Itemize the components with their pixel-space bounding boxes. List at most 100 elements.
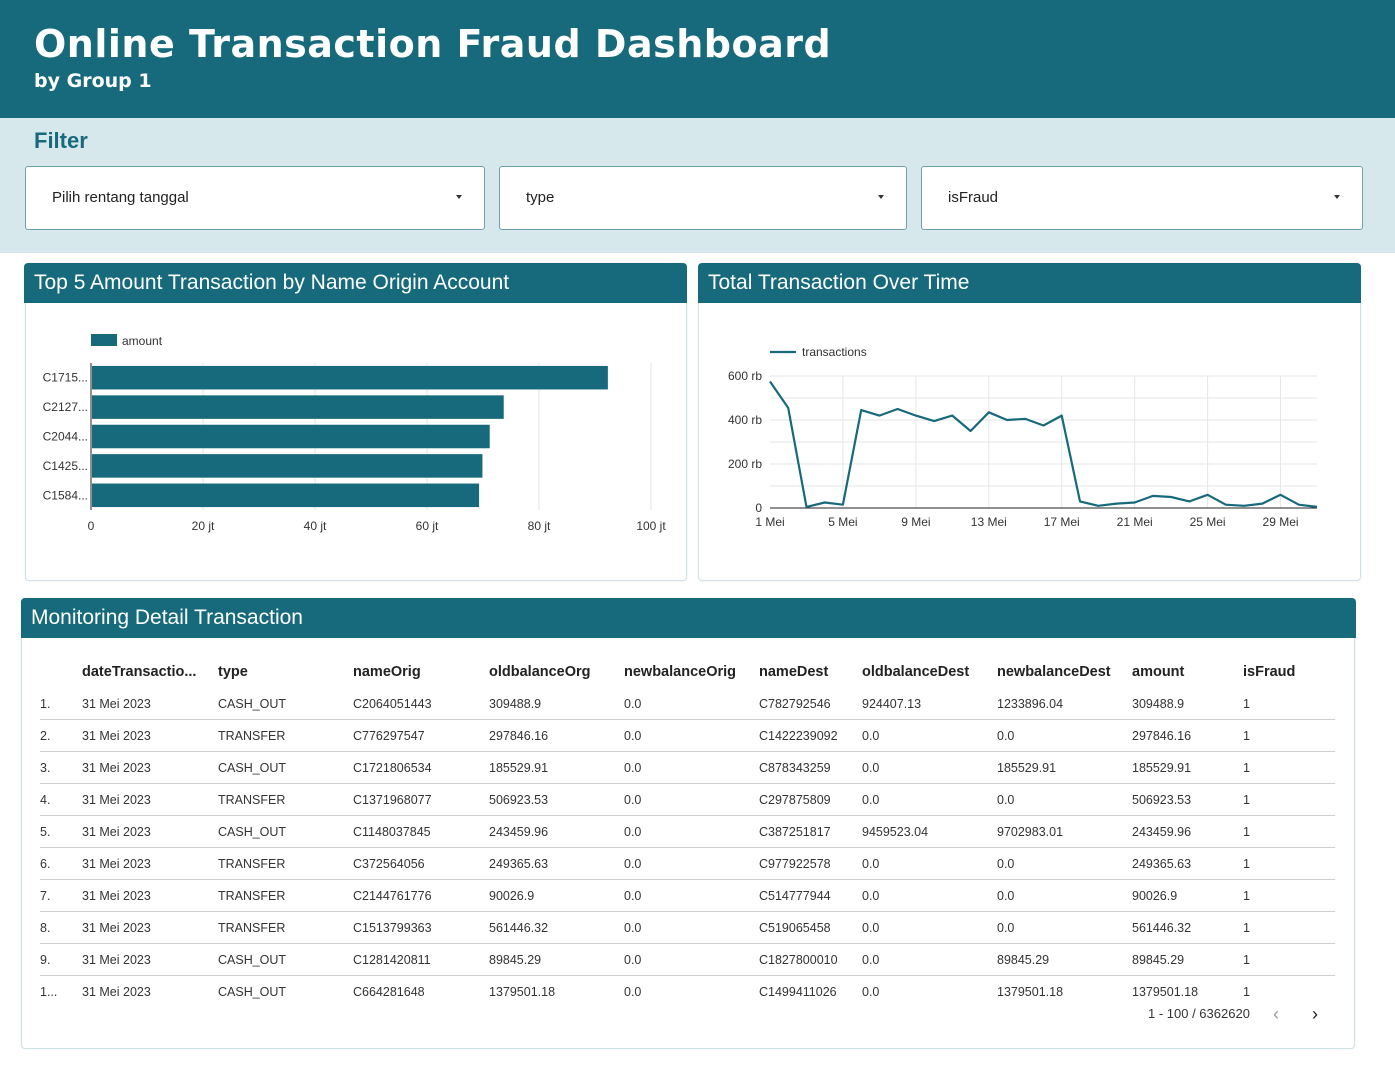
dashboard-title: Online Transaction Fraud Dashboard <box>34 22 832 66</box>
pagination-range: 1 - 100 / 6362620 <box>1148 1006 1250 1021</box>
col-header[interactable]: newbalanceDest <box>997 664 1111 680</box>
header-bar: Online Transaction Fraud Dashboard by Gr… <box>0 0 1395 118</box>
table-cell: TRANSFER <box>218 719 353 752</box>
table-row[interactable]: 5. 31 Mei 2023 CASH_OUT C1148037845 243459.9… <box>40 815 1335 848</box>
row-index: 5. <box>40 815 82 848</box>
row-index: 9. <box>40 943 82 976</box>
table-cell: 0.0 <box>624 943 759 976</box>
line-chart-card <box>698 263 1361 581</box>
col-header[interactable]: oldbalanceOrg <box>489 664 591 680</box>
table-cell: CASH_OUT <box>218 984 287 999</box>
table-cell: 31 Mei 2023 <box>82 943 218 976</box>
table-cell: 0.0 <box>862 911 997 944</box>
table-row[interactable]: 7. 31 Mei 2023 TRANSFER C2144761776 90026.9 0… <box>40 879 1335 912</box>
row-index: 7. <box>40 879 82 912</box>
type-dropdown[interactable]: type <box>499 166 907 230</box>
table-row[interactable]: 1... 31 Mei 2023 CASH_OUT C664281648 1379501… <box>40 976 1335 1008</box>
table-cell: 31 Mei 2023 <box>82 984 151 999</box>
table-cell: 0.0 <box>997 847 1132 880</box>
table-cell: 243459.96 <box>1132 815 1243 848</box>
bar <box>92 483 480 508</box>
row-index: 8. <box>40 911 82 944</box>
table-cell: 31 Mei 2023 <box>82 783 218 816</box>
legend-label: amount <box>122 334 163 348</box>
col-header[interactable]: oldbalanceDest <box>862 664 970 680</box>
category-label: C2127... <box>43 400 88 414</box>
isfraud-dropdown[interactable]: isFraud <box>921 166 1363 230</box>
table-cell: 1 <box>1243 984 1250 999</box>
table-cell: 0.0 <box>997 911 1132 944</box>
dashboard-subtitle: by Group 1 <box>34 70 152 92</box>
x-tick-label: 29 Mei <box>1263 515 1299 529</box>
x-tick-label: 60 jt <box>416 519 439 533</box>
table-cell: 1 <box>1243 815 1335 848</box>
table-cell: 185529.91 <box>997 751 1132 784</box>
filter-title: Filter <box>34 128 88 153</box>
table-cell: 89845.29 <box>997 943 1132 976</box>
y-tick-label: 200 rb <box>728 457 762 471</box>
table-cell: 1379501.18 <box>489 984 556 999</box>
table-cell: 31 Mei 2023 <box>82 688 218 720</box>
col-header[interactable]: amount <box>1132 664 1185 680</box>
line-chart: 1 Mei 5 Mei 9 Mei 13 Mei 17 Mei 21 Mei 25 Mei 2… <box>728 345 1318 529</box>
table-row[interactable]: 6. 31 Mei 2023 TRANSFER C372564056 249365.63… <box>40 847 1335 880</box>
table-cell: TRANSFER <box>218 783 353 816</box>
x-tick-label: 9 Mei <box>901 515 930 529</box>
col-header[interactable]: dateTransactio... <box>82 664 197 680</box>
x-tick-label: 100 jt <box>636 519 666 533</box>
table-cell: 1 <box>1243 783 1335 816</box>
table-cell: 0.0 <box>862 719 997 752</box>
table-cell: 9702983.01 <box>997 815 1132 848</box>
col-header[interactable]: nameDest <box>759 664 829 680</box>
x-tick-label: 20 jt <box>192 519 215 533</box>
table-cell: CASH_OUT <box>218 751 353 784</box>
table-row[interactable]: 9. 31 Mei 2023 CASH_OUT C1281420811 89845.29… <box>40 943 1335 976</box>
table-cell: C1281420811 <box>353 943 489 976</box>
x-tick-label: 5 Mei <box>828 515 857 529</box>
table-cell: 0.0 <box>862 751 997 784</box>
table-cell: 185529.91 <box>1132 751 1243 784</box>
table-cell: C1371968077 <box>353 783 489 816</box>
series-line <box>769 380 1318 508</box>
line-chart-title: Total Transaction Over Time <box>698 263 1361 303</box>
caret-down-icon <box>1334 195 1340 199</box>
table-cell: 0.0 <box>862 879 997 912</box>
table-cell: 506923.53 <box>489 783 624 816</box>
col-header[interactable]: nameOrig <box>353 664 421 680</box>
table-cell: 561446.32 <box>1132 911 1243 944</box>
table-cell: 0.0 <box>624 879 759 912</box>
table-cell: 0.0 <box>624 984 642 999</box>
x-tick-label: 21 Mei <box>1117 515 1153 529</box>
table-cell: 1 <box>1243 751 1335 784</box>
col-header[interactable]: isFraud <box>1243 664 1296 680</box>
category-label: C2044... <box>43 430 88 444</box>
col-header[interactable]: newbalanceOrig <box>624 664 737 680</box>
table-cell: 0.0 <box>862 847 997 880</box>
table-cell: 1233896.04 <box>997 688 1132 720</box>
table-cell: C1148037845 <box>353 815 489 848</box>
col-header[interactable]: type <box>218 664 248 680</box>
date-range-dropdown[interactable]: Pilih rentang tanggal <box>25 166 485 230</box>
bar <box>92 424 490 449</box>
table-cell: 1 <box>1243 688 1335 720</box>
table-cell: 89845.29 <box>1132 943 1243 976</box>
table-row[interactable]: 3. 31 Mei 2023 CASH_OUT C1721806534 185529.9… <box>40 751 1335 784</box>
legend-label: transactions <box>802 345 867 359</box>
table-row[interactable]: 1. 31 Mei 2023 CASH_OUT C2064051443 309488.9… <box>40 688 1335 720</box>
chevron-left-icon[interactable]: ‹ <box>1273 1004 1279 1024</box>
bar-chart-title: Top 5 Amount Transaction by Name Origin … <box>24 263 687 303</box>
type-label: type <box>526 189 555 206</box>
x-tick-label: 13 Mei <box>971 515 1007 529</box>
table-cell: 0.0 <box>624 719 759 752</box>
category-label: C1715... <box>43 371 88 385</box>
table-cell: 1 <box>1243 911 1335 944</box>
chevron-right-icon[interactable]: › <box>1312 1004 1318 1024</box>
table-cell: 249365.63 <box>1132 847 1243 880</box>
x-tick-label: 40 jt <box>304 519 327 533</box>
category-label: C1584... <box>43 488 88 502</box>
table-row[interactable]: 4. 31 Mei 2023 TRANSFER C1371968077 506923.5… <box>40 783 1335 816</box>
table-row[interactable]: 2. 31 Mei 2023 TRANSFER C776297547 297846.16… <box>40 719 1335 752</box>
x-tick-label: 25 Mei <box>1190 515 1226 529</box>
table-row[interactable]: 8. 31 Mei 2023 TRANSFER C1513799363 561446.3… <box>40 911 1335 944</box>
table-cell: CASH_OUT <box>218 688 353 720</box>
